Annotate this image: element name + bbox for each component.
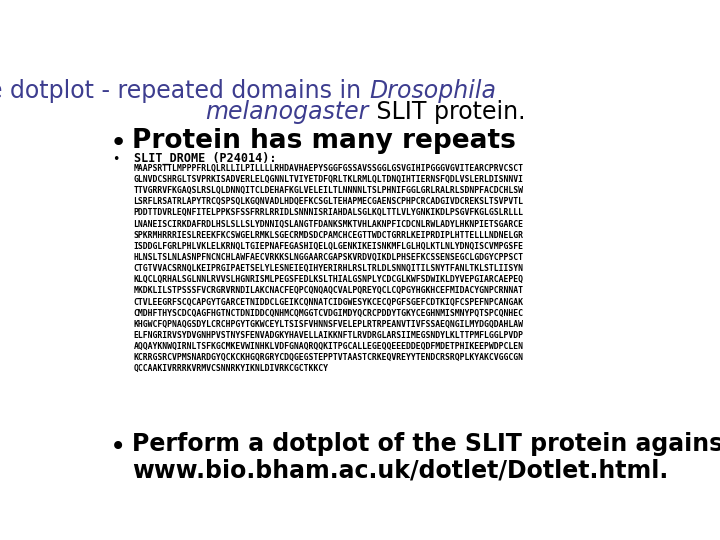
- Text: SPKRMHRRRIESLREEKFKCSWGELRMKLSGECRMDSDCPAMCHCEGTTWDCTGRRLKEIPRDIPLHTTELLLNDNELGR: SPKRMHRRRIESLREEKFKCSWGELRMKLSGECRMDSDCP…: [133, 231, 523, 240]
- Text: •: •: [112, 153, 120, 166]
- Text: GLNVDCSHRGLTSVPRKISADVERLELQGNNLTVIYETDFQRLTKLRMLQLTDNQIHTIERNSFQDLVSLERLDISNNVI: GLNVDCSHRGLTSVPRKISADVERLELQGNNLTVIYETDF…: [133, 175, 523, 184]
- Text: Example dotplot - repeated domains in: Example dotplot - repeated domains in: [0, 79, 369, 103]
- Text: AQQAYKNWQIRNLTSFKGCMKEVWINHKLVDFGNAQRQQKITPGCALLEGEQQEEEDDEQDFMDETPHIKEEPWDPCLEN: AQQAYKNWQIRNLTSFKGCMKEVWINHKLVDFGNAQRQQK…: [133, 342, 523, 351]
- Text: •: •: [109, 433, 126, 461]
- Text: MKDKLILSTPSSSFVCRGRVRNDILAKCNACFEQPCQNQAQCVALPQREYQCLCQPGYHGKHCEFMIDACYGNPCRNNAT: MKDKLILSTPSSSFVCRGRVRNDILAKCNACFEQPCQNQA…: [133, 286, 523, 295]
- Text: CTVLEEGRFSCQCAPGYTGARCETNIDDCLGEIKCQNNATCIDGWESYKCECQPGFSGEFCDTKIQFCSPEFNPCANGAK: CTVLEEGRFSCQCAPGYTGARCETNIDDCLGEIKCQNNAT…: [133, 298, 523, 307]
- Text: Perform a dotplot of the SLIT protein against itself: Perform a dotplot of the SLIT protein ag…: [132, 431, 720, 456]
- Text: www.bio.bham.ac.uk/dotlet/Dotlet.html.: www.bio.bham.ac.uk/dotlet/Dotlet.html.: [132, 458, 668, 483]
- Text: LSRFLRSATRLAPYTRCQSPSQLKGQNVADLHDQEFKCSGLTEHAPMECGAENSCPHPCRCADGIVDCREKSLTSVPVTL: LSRFLRSATRLAPYTRCQSPSQLKGQNVADLHDQEFKCSG…: [133, 197, 523, 206]
- Text: HLNSLTSLNLASNPFNCNCHLAWFAECVRKKSLNGGAARCGAPSKVRDVQIKDLPHSEFKCSSENSEGCLGDGYCPPSCT: HLNSLTSLNLASNPFNCNCHLAWFAECVRKKSLNGGAARC…: [133, 253, 523, 262]
- Text: TTVGRRVFKGAQSLRSLQLDNNQITCLDEHAFKGLVELEILTLNNNNLTSLPHNIFGGLGRLRALRLSDNPFACDCHLSW: TTVGRRVFKGAQSLRSLQLDNNQITCLDEHAFKGLVELEI…: [133, 186, 523, 195]
- Text: PDDTTDVRLEQNFITELPPKSFSSFRRLRRIDLSNNNISRIAHDALSGLKQLTTLVLYGNKIKDLPSGVFKGLGSLRLLL: PDDTTDVRLEQNFITELPPKSFSSFRRLRRIDLSNNNISR…: [133, 208, 523, 217]
- Text: KCRRGSRCVPMSNARDGYQCKCKHGQRGRYCDQGEGSTEPPTVTAASTCRKEQVREYYTENDCRSRQPLKYAKCVGGCGN: KCRRGSRCVPMSNARDGYQCKCKHGQRGRYCDQGEGSTEP…: [133, 353, 523, 362]
- Text: SLIT protein.: SLIT protein.: [369, 100, 526, 124]
- Text: KHGWCFQPNAQGSDYLCRCHPGYTGKWCEYLTSISFVHNNSFVELEPLRTRPEANVTIVFSSAEQNGILMYDGQDAHLAW: KHGWCFQPNAQGSDYLCRCHPGYTGKWCEYLTSISFVHNN…: [133, 320, 523, 329]
- Text: MAAPSRTTLMPPPFRLQLRLLILPILLLLRHDAVHAEPYSGGFGSSAVSSGGLGSVGIHIPGGGVGVITEARCPRVCSCT: MAAPSRTTLMPPPFRLQLRLLILPILLLLRHDAVHAEPYS…: [133, 164, 523, 173]
- Text: •: •: [109, 129, 127, 157]
- Text: ELFNGRIRVSYDVGNHPVSTNYSFENVADGKYHAVELLAIKKNFTLRVDRGLARSIIMEGSNDYLKLTTPMFLGGLPVDP: ELFNGRIRVSYDVGNHPVSTNYSFENVADGKYHAVELLAI…: [133, 331, 523, 340]
- Text: KLQCLQRHALSGLNNLRVVSLHGNRISMLPEGSFEDLKSLTHIALGSNPLYCDCGLKWFSDWIKLDYVEPGIARCAEPEQ: KLQCLQRHALSGLNNLRVVSLHGNRISMLPEGSFEDLKSL…: [133, 275, 523, 284]
- Text: ISDDGLFGRLPHLVKLELKRNQLTGIEPNAFEGASHIQELQLGENKIKEISNKMFLGLHQLKTLNLYDNQISCVMPGSFE: ISDDGLFGRLPHLVKLELKRNQLTGIEPNAFEGASHIQEL…: [133, 242, 523, 251]
- Text: CTGTVVACSRNQLKEIPRGIPAETSELYLESNEIEQIHYERIRHLRSLTRLDLSNNQITILSNYTFANLTKLSTLIISYN: CTGTVVACSRNQLKEIPRGIPAETSELYLESNEIEQIHYE…: [133, 264, 523, 273]
- Text: SLIT_DROME (P24014):: SLIT_DROME (P24014):: [133, 152, 276, 165]
- Text: LNANEISCIRKDAFRDLHSLSLLSLYDNNIQSLANGTFDANKSMKTVHLAKNPFICDCNLRWLADYLHKNPIETSGARCE: LNANEISCIRKDAFRDLHSLSLLSLYDNNIQSLANGTFDA…: [133, 219, 523, 228]
- Text: QCCAAKIVRRRKVRMVCSNNRKYIKNLDIVRKCGCTKKCY: QCCAAKIVRRRKVRMVCSNNRKYIKNLDIVRKCGCTKKCY: [133, 364, 328, 373]
- Text: Drosophila: Drosophila: [369, 79, 496, 103]
- Text: Protein has many repeats: Protein has many repeats: [132, 128, 516, 154]
- Text: CMDHFTHYSCDCQAGFHGTNCTDNIDDCQNHMCQMGGTCVDGIMDYQCRCPDDYTGKYCEGHNMISMNYPQTSPCQNHEC: CMDHFTHYSCDCQAGFHGTNCTDNIDDCQNHMCQMGGTCV…: [133, 309, 523, 318]
- Text: melanogaster: melanogaster: [206, 100, 369, 124]
